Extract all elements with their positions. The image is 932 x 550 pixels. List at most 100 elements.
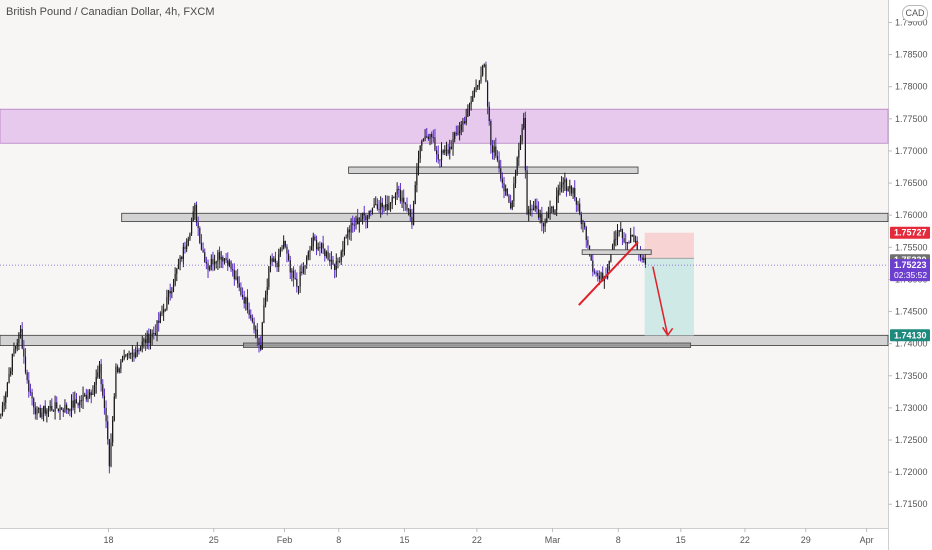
candle-body [87,396,89,400]
candle-body [353,224,355,226]
candle-body [235,276,237,280]
candle-body [478,81,480,86]
y-tick-label: 1.79000 [895,17,928,27]
candle-body [376,204,378,209]
candle-body [118,368,120,372]
candle-body [455,132,457,134]
candle-body [537,209,540,218]
candle-body [371,207,374,212]
y-tick-label: 1.71500 [895,499,928,509]
candle-body [513,183,515,202]
candle-body [181,256,183,259]
candle-body [370,211,372,213]
candle-body [610,250,612,262]
candle-body [309,250,311,253]
currency-button[interactable]: CAD [902,5,928,22]
candle-body [246,297,249,310]
candle-body [149,337,152,343]
candle-body [575,197,577,205]
candle-body [468,104,471,109]
candle-body [0,414,2,416]
candle-body [307,252,309,258]
candle-body [362,212,364,220]
candle-body [158,320,160,323]
x-tick-label: 15 [400,535,410,545]
candle-body [345,237,347,239]
candle-body [46,410,48,414]
candle-body [417,158,420,169]
candle-body [375,204,377,206]
candle-body [278,254,280,268]
candle-body [148,333,150,343]
candle-body [452,138,454,149]
candle-body [358,221,360,225]
candle-body [144,339,147,344]
candle-body [437,154,439,160]
candle-body [510,202,512,209]
zone-gray-1 [348,166,639,174]
candle-body [416,168,418,186]
candle-body [514,174,517,184]
candle-body [1,405,4,415]
candle-body [177,264,180,270]
y-tick-label: 1.73500 [895,371,928,381]
candle-body [38,408,40,410]
candle-body [560,184,563,188]
candle-body [414,185,416,205]
candle-body [41,412,43,418]
candle-body [225,258,227,261]
candle-body [363,212,365,216]
candle-body [271,258,273,262]
candle-body [524,118,526,171]
target-arrow-head [662,326,674,337]
candle-body [146,333,148,344]
candle-body [419,145,421,159]
candle-body [261,322,263,350]
x-tick-label: 18 [104,535,114,545]
candle-body [615,239,617,241]
x-tick-label: Apr [860,535,874,545]
candle-body [289,260,291,273]
candle-body [279,249,281,255]
candle-body [161,312,163,314]
candle-body [565,179,568,191]
candle-body [426,136,428,138]
candle-body [427,136,429,140]
candle-body [26,372,28,381]
candle-body [123,355,125,359]
candle-body [534,205,536,209]
candle-body [24,356,27,373]
candle-body [526,170,528,215]
candle-body [618,230,620,233]
candle-body [240,287,242,295]
candle-body [444,149,446,153]
candle-body [171,291,173,294]
candle-body [319,247,321,249]
candle-body [186,245,188,249]
candle-body [325,251,328,257]
candle-body [248,309,250,315]
candle-body [628,242,630,244]
candle-body [105,407,107,422]
candle-body [381,202,383,208]
candle-body [51,405,53,411]
candle-body [151,333,153,338]
candle-body [496,155,499,161]
candle-body [602,272,604,281]
candle-body [260,345,262,350]
candle-body [79,400,81,406]
candle-body [506,188,508,196]
candle-body [72,400,74,408]
candle-body [302,266,304,273]
candle-body [100,364,102,385]
candle-body [218,252,221,260]
candle-body [110,442,112,467]
candle-body [112,420,114,443]
candle-body [519,141,522,150]
candle-body [493,146,495,153]
candle-body [258,337,260,346]
candle-body [107,421,109,440]
candle-body [273,258,275,262]
